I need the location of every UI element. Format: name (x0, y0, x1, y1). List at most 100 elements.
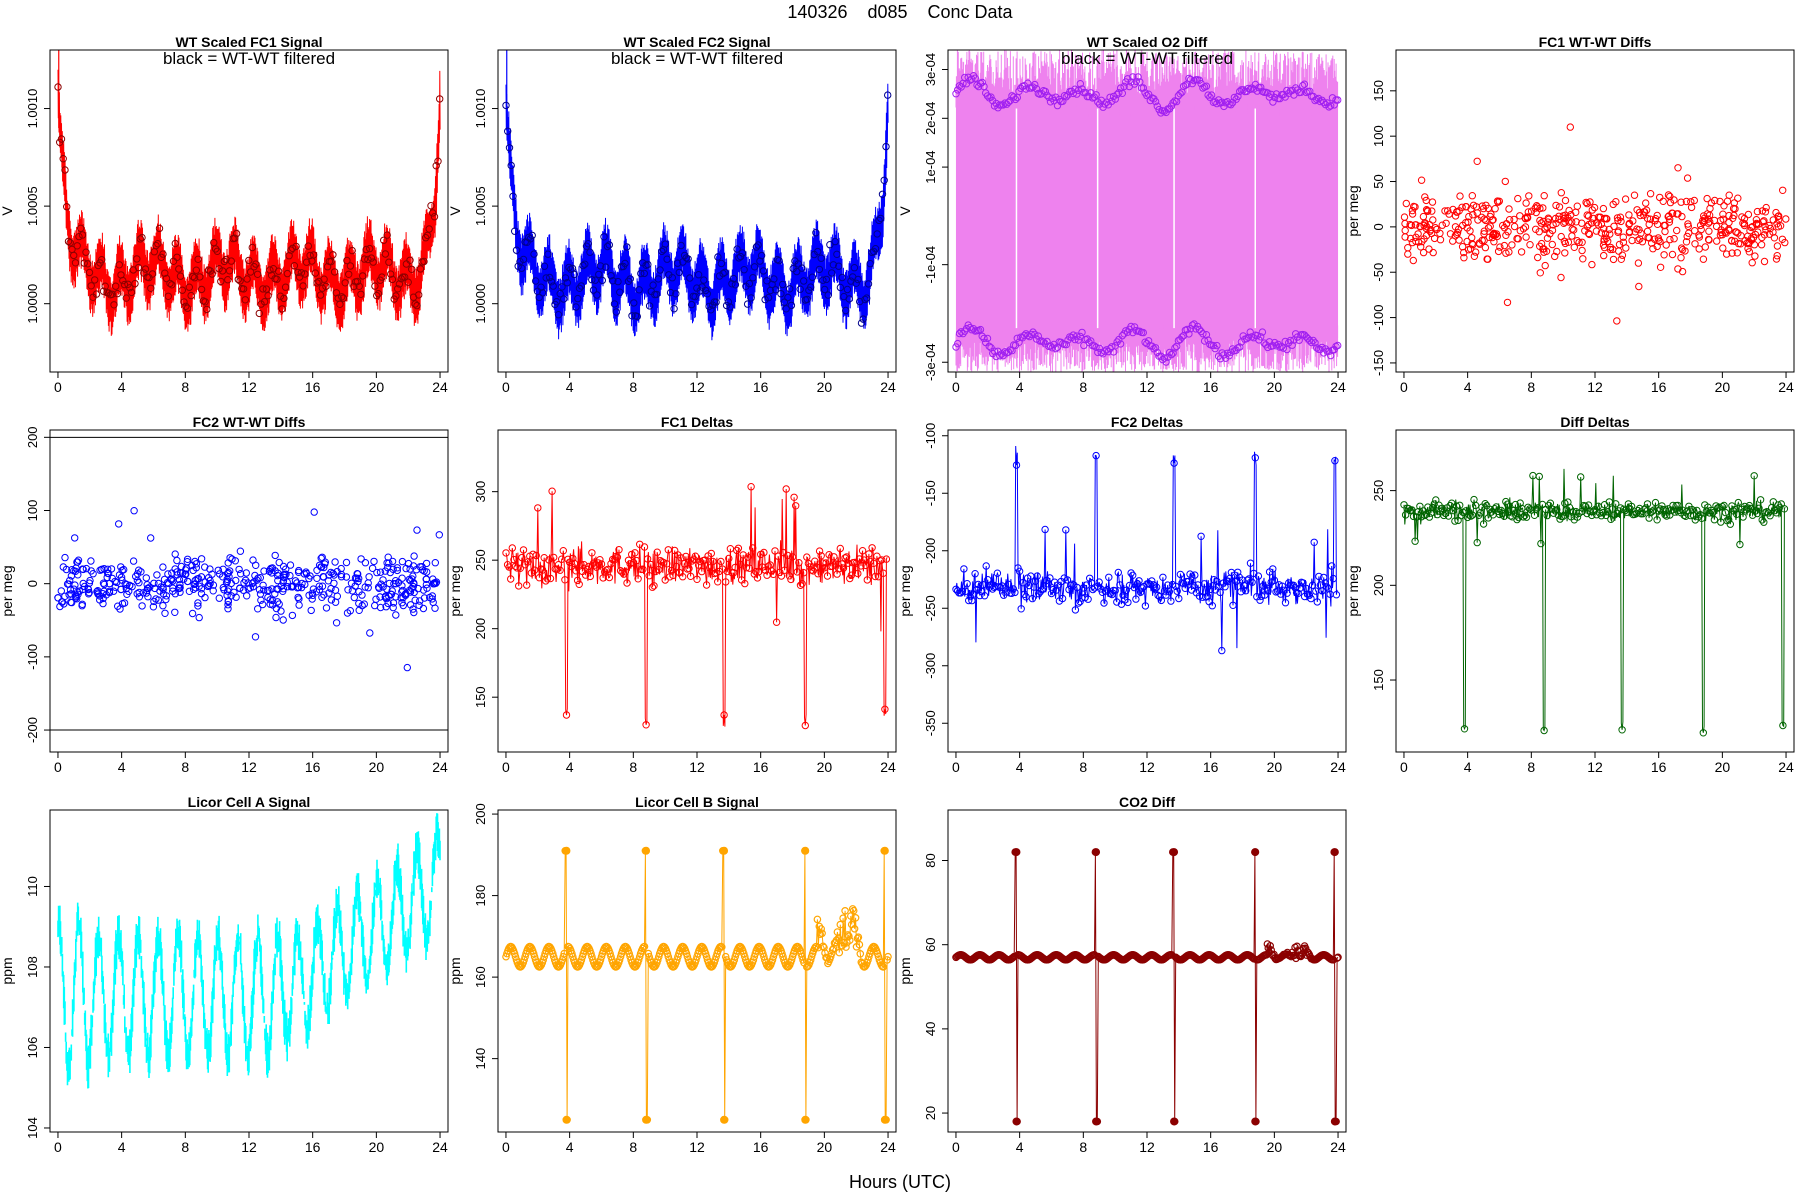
data-point (973, 585, 981, 594)
data-point (310, 508, 318, 516)
data-point (1710, 516, 1719, 524)
data-point (1295, 336, 1303, 344)
x-tick-label: 12 (1139, 1139, 1155, 1155)
data-point (298, 579, 306, 588)
data-point (343, 256, 351, 265)
data-point (1490, 231, 1498, 239)
data-point (137, 568, 145, 576)
data-point (331, 558, 339, 566)
data-point (278, 305, 286, 313)
data-point (1160, 587, 1169, 595)
data-point (167, 575, 175, 583)
spike-point (720, 1115, 729, 1124)
data-point (1521, 223, 1530, 231)
data-point (327, 584, 335, 593)
data-point (1116, 340, 1125, 348)
data-point (307, 606, 315, 615)
y-tick-label: 110 (25, 876, 40, 897)
data-point (634, 575, 642, 583)
data-point (774, 552, 782, 560)
plot-area (952, 445, 1341, 655)
data-point (707, 549, 715, 558)
data-point (1554, 511, 1563, 519)
data-point (814, 570, 822, 578)
data-point (57, 587, 65, 595)
data-point (709, 557, 717, 566)
data-point (835, 262, 843, 270)
data-point (839, 914, 847, 923)
data-point (1293, 942, 1301, 951)
chart-title: FC1 Deltas (661, 414, 734, 430)
x-tick-label: 16 (305, 379, 321, 395)
data-point (672, 290, 680, 298)
data-point (1236, 87, 1244, 96)
data-point (222, 255, 230, 264)
data-point (274, 576, 282, 585)
data-point (577, 560, 585, 568)
data-point (1766, 224, 1775, 233)
x-tick-label: 0 (952, 759, 960, 775)
data-point (1213, 341, 1221, 350)
data-point (1560, 237, 1569, 246)
data-point (103, 573, 111, 582)
data-point (1744, 244, 1752, 253)
data-point (1510, 215, 1518, 224)
data-point (376, 568, 385, 576)
data-point (66, 239, 74, 247)
x-tick-label: 16 (1203, 759, 1219, 775)
data-point (1105, 573, 1113, 581)
data-point (173, 568, 181, 576)
data-point (855, 555, 864, 563)
x-tick-label: 12 (241, 759, 257, 775)
data-point (1707, 506, 1715, 515)
data-point (640, 942, 649, 951)
data-point (546, 574, 555, 583)
data-point (954, 339, 962, 348)
data-point (353, 277, 362, 286)
data-point (123, 581, 131, 589)
data-point (738, 249, 747, 257)
plot-area (502, 50, 892, 341)
data-point (720, 711, 728, 719)
data-point (1031, 577, 1040, 585)
data-point (149, 603, 158, 611)
data-point (643, 555, 652, 563)
data-point (857, 319, 866, 327)
data-point (1292, 84, 1300, 92)
data-point (1466, 227, 1474, 235)
data-point (180, 298, 188, 306)
data-point (118, 566, 126, 575)
data-point (1328, 562, 1336, 570)
data-point (1500, 241, 1509, 250)
data-point (350, 282, 358, 291)
data-point (333, 592, 341, 600)
data-point (1208, 602, 1217, 610)
data-point (234, 275, 243, 284)
data-point (609, 277, 617, 285)
data-point (408, 584, 416, 592)
data-point (1493, 232, 1502, 241)
data-point (1625, 227, 1634, 236)
data-point (1076, 80, 1085, 88)
data-point (769, 570, 778, 578)
data-point (1092, 343, 1100, 351)
data-point (1325, 103, 1333, 111)
data-point (1502, 231, 1510, 240)
data-point (980, 82, 988, 91)
data-point (803, 295, 811, 304)
data-point (863, 576, 871, 584)
data-point (1283, 589, 1291, 597)
data-point (1218, 349, 1226, 357)
data-point (395, 280, 404, 288)
data-point (682, 254, 690, 262)
data-point (1759, 218, 1767, 226)
data-point (1421, 193, 1429, 201)
data-point (1305, 591, 1314, 599)
data-point (879, 963, 888, 971)
data-point (322, 282, 330, 291)
data-point (807, 283, 815, 291)
data-point (957, 589, 965, 597)
data-point (1600, 225, 1608, 233)
data-point (1719, 244, 1727, 252)
